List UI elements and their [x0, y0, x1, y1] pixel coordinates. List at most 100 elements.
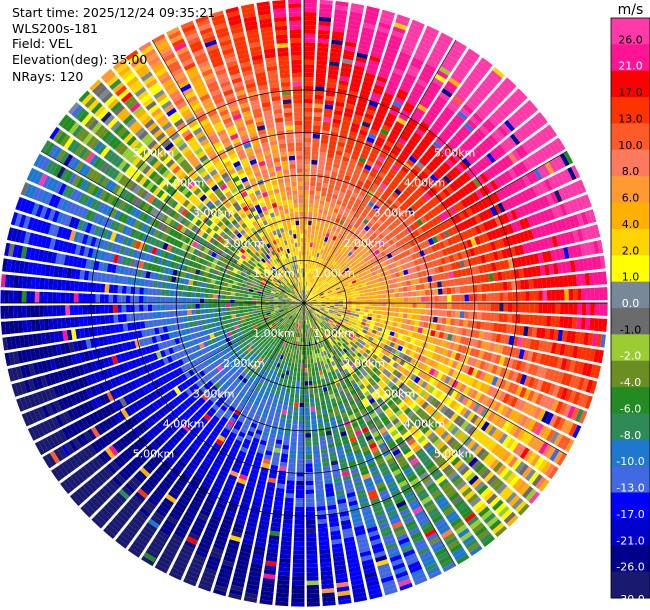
- ppi-gate: [320, 138, 329, 145]
- ppi-gate: [338, 168, 346, 175]
- ppi-gate: [325, 232, 330, 238]
- ppi-gate: [343, 111, 353, 118]
- ppi-gate: [310, 278, 314, 283]
- ppi-gate: [326, 228, 332, 234]
- ppi-gate: [304, 220, 308, 225]
- ppi-gate: [318, 160, 326, 166]
- ppi-gate: [353, 146, 362, 153]
- ppi-gate: [343, 152, 351, 158]
- ppi-gate: [318, 230, 323, 236]
- ppi-gate: [316, 252, 320, 258]
- ppi-gate: [350, 7, 364, 14]
- ppi-gate: [345, 170, 353, 177]
- ppi-rays: [0, 0, 608, 607]
- ppi-gate: [316, 55, 328, 61]
- ppi-gate: [349, 86, 360, 93]
- ppi-gate: [304, 263, 306, 269]
- ppi-gate: [321, 134, 329, 140]
- ppi-gate: [304, 124, 312, 130]
- ppi-gate: [344, 45, 356, 52]
- ppi-gate: [361, 121, 371, 128]
- ppi-gate: [348, 19, 361, 27]
- ppi-gate: [329, 179, 336, 186]
- ppi-gate: [327, 148, 335, 154]
- ppi-gate: [311, 151, 319, 156]
- ppi-gate: [313, 252, 317, 257]
- ppi-gate: [321, 187, 328, 193]
- ppi-gate: [338, 191, 345, 198]
- ppi-ray: [304, 0, 349, 303]
- ppi-gate: [327, 152, 335, 159]
- ppi-gate: [304, 51, 315, 56]
- ppi-gate: [336, 145, 345, 152]
- ppi-gate: [315, 86, 325, 92]
- ppi-gate: [315, 243, 320, 249]
- ppi-gate: [304, 3, 317, 8]
- ppi-gate: [356, 101, 367, 109]
- ppi-gate: [321, 218, 326, 224]
- ppi-gate: [341, 120, 351, 127]
- ppi-gate: [305, 294, 307, 299]
- ppi-gate: [358, 97, 368, 105]
- ppi-gate: [317, 169, 324, 175]
- ppi-gate: [379, 17, 393, 26]
- ppi-gate: [319, 147, 327, 153]
- ppi-gate: [304, 20, 317, 26]
- ppi-gate: [304, 133, 312, 139]
- ppi-gate: [349, 158, 358, 165]
- ppi-gate: [304, 142, 311, 147]
- ppi-gate: [304, 246, 307, 251]
- ppi-gate: [304, 224, 308, 230]
- ppi-gate: [370, 51, 383, 59]
- ppi-gate: [369, 55, 381, 63]
- ppi-gate: [331, 198, 337, 204]
- ppi-gate: [304, 38, 316, 43]
- ppi-gate: [311, 269, 315, 274]
- ppi-gate: [309, 194, 315, 200]
- ppi-gate: [315, 81, 325, 87]
- ppi-gate: [310, 255, 314, 261]
- ppi-gate: [313, 238, 317, 244]
- ppi-gate: [311, 264, 314, 270]
- ppi-gate: [328, 65, 340, 71]
- ppi-gate: [350, 2, 365, 10]
- ppi-gate: [361, 26, 375, 34]
- ppi-gate: [342, 156, 350, 163]
- ppi-gate: [314, 103, 323, 109]
- ppi-gate: [304, 111, 313, 117]
- ppi-gate: [304, 177, 310, 182]
- ppi-gate: [316, 217, 322, 223]
- ppi-gate: [347, 24, 360, 31]
- ppi-gate: [322, 231, 327, 237]
- ppi-gate: [346, 139, 355, 146]
- ppi-gate: [313, 125, 321, 131]
- ppi-gate: [342, 54, 354, 61]
- ppi-gate: [325, 91, 336, 97]
- ppi-gate: [304, 146, 311, 152]
- ppi-ray: [304, 5, 380, 303]
- ppi-gate: [325, 95, 335, 102]
- ppi-gate: [313, 270, 317, 275]
- ppi-gate: [327, 188, 334, 194]
- ppi-gate: [304, 255, 306, 260]
- ppi-gate: [306, 286, 309, 291]
- ppi-gate: [322, 121, 331, 127]
- ppi-gate: [344, 147, 353, 154]
- ppi-gate: [304, 72, 314, 78]
- ppi-gate: [304, 285, 306, 290]
- ppi-gate: [362, 80, 373, 88]
- ppi-gate: [307, 233, 311, 239]
- ppi-gate: [319, 0, 333, 5]
- ppi-gate: [328, 184, 335, 190]
- ppi-gate: [325, 219, 330, 225]
- ppi-gate: [304, 59, 315, 65]
- ppi-gate: [357, 48, 369, 55]
- ppi-gate: [313, 120, 322, 126]
- ppi-gate: [361, 84, 372, 92]
- ppi-gate: [316, 182, 322, 187]
- ppi-gate: [350, 126, 359, 134]
- ppi-gate: [316, 239, 321, 245]
- ppi-gate: [304, 294, 307, 299]
- ppi-gate: [318, 244, 323, 250]
- ppi-gate: [315, 225, 320, 231]
